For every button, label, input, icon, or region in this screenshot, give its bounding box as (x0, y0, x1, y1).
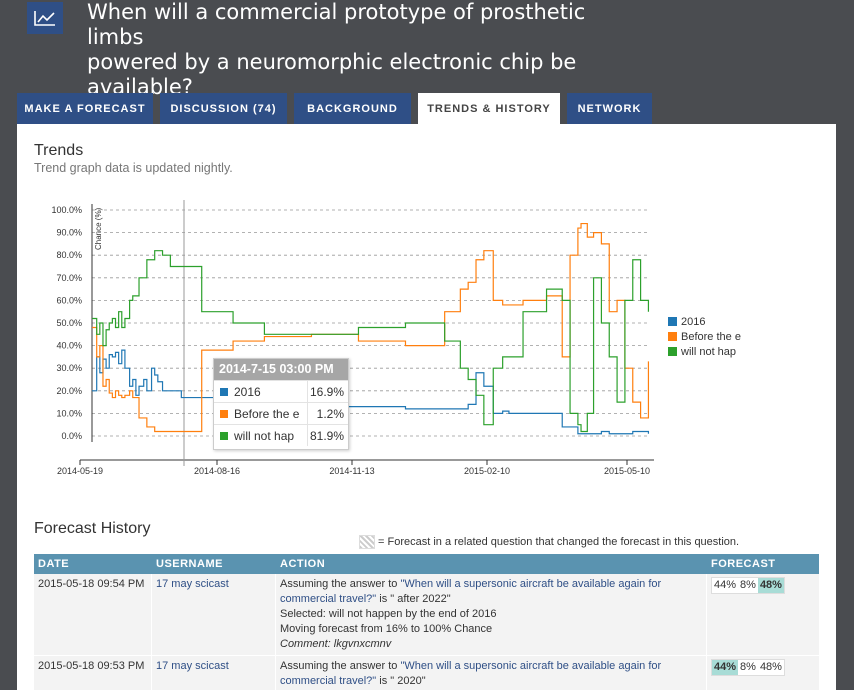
forecast-values: 44% 8% 48% (711, 577, 785, 594)
column-date: DATE (38, 558, 70, 570)
tab-network[interactable]: NETWORK (567, 93, 652, 124)
x-tick-label: 2014-05-19 (57, 466, 103, 476)
trend-chart-icon (27, 2, 63, 34)
tab-trends-history[interactable]: TRENDS & HISTORY (418, 93, 560, 124)
tooltip-series-name: Before the e (234, 406, 300, 421)
legend-item-2016[interactable]: 2016 (668, 314, 741, 329)
related-question-link[interactable]: "When will a supersonic aircraft be avai… (280, 578, 662, 605)
y-tick-label: 90.0% (56, 228, 82, 238)
row-action: Assuming the answer to "When will a supe… (276, 656, 707, 690)
x-tick-label: 2014-08-16 (194, 466, 240, 476)
legend-item-before[interactable]: Before the e (668, 329, 741, 344)
x-tick-label: 2015-02-10 (464, 466, 510, 476)
series-swatch (220, 387, 228, 396)
series-swatch (220, 431, 228, 440)
y-tick-label: 30.0% (56, 363, 82, 373)
legend-item-will-not[interactable]: will not hap (668, 344, 741, 359)
related-forecast-note: = Forecast in a related question that ch… (359, 535, 739, 549)
y-tick-label: 20.0% (56, 386, 82, 396)
tooltip-series-name: 2016 (234, 384, 261, 399)
row-forecast: 44% 8% 48% (707, 574, 819, 655)
related-question-link[interactable]: "When will a supersonic aircraft be avai… (280, 660, 662, 687)
trend-chart[interactable]: 100.0% 90.0% 80.0% 70.0% 60.0% 50.0% 40.0% 30.0… (17, 124, 836, 484)
legend-swatch (668, 317, 677, 326)
legend-swatch (668, 347, 677, 356)
hatch-pattern-icon (359, 535, 375, 549)
question-title: When will a commercial prototype of pros… (87, 0, 586, 99)
tooltip-value: 16.9% (309, 384, 344, 399)
table-header: DATE USERNAME ACTION FORECAST (34, 554, 819, 574)
trends-history-panel: Trends Trend graph data is updated night… (17, 124, 836, 690)
y-tick-label: 80.0% (56, 250, 82, 260)
row-date: 2015-05-18 09:54 PM (34, 574, 152, 655)
chart-tooltip: 2014-7-15 03:00 PM 2016 16.9% Before the… (213, 358, 349, 450)
y-tick-label: 10.0% (56, 408, 82, 418)
y-tick-label: 0.0% (61, 431, 82, 441)
y-tick-label: 40.0% (56, 341, 82, 351)
trends-heading: Trends (34, 142, 84, 159)
row-date: 2015-05-18 09:53 PM (34, 656, 152, 690)
tab-discussion[interactable]: DISCUSSION (74) (160, 93, 287, 124)
tooltip-value: 1.2% (316, 406, 344, 421)
series-swatch (220, 409, 228, 418)
question-tabs: MAKE A FORECAST DISCUSSION (74) BACKGROU… (17, 93, 659, 124)
forecast-values: 44% 8% 48% (711, 659, 785, 676)
column-username: USERNAME (156, 558, 223, 570)
tooltip-date: 2014-7-15 03:00 PM (214, 359, 348, 380)
row-forecast: 44% 8% 48% (707, 656, 819, 690)
legend-swatch (668, 332, 677, 341)
y-tick-label: 50.0% (56, 318, 82, 328)
column-action: ACTION (280, 558, 326, 570)
username-link[interactable]: 17 may scicast (156, 660, 229, 672)
series-line (92, 349, 650, 435)
y-axis-label: Chance (%) (94, 207, 103, 250)
table-row: 2015-05-18 09:54 PM 17 may scicast Assum… (34, 574, 819, 656)
x-tick-label: 2014-11-13 (329, 466, 374, 476)
x-tick-label: 2015-05-10 (604, 466, 650, 476)
tab-background[interactable]: BACKGROUND (294, 93, 411, 124)
table-row: 2015-05-18 09:53 PM 17 may scicast Assum… (34, 656, 819, 690)
y-tick-label: 100.0% (51, 205, 82, 215)
tab-make-a-forecast[interactable]: MAKE A FORECAST (17, 93, 153, 124)
column-forecast: FORECAST (711, 558, 776, 570)
tooltip-row: Before the e 1.2% (214, 402, 348, 424)
row-action: Assuming the answer to "When will a supe… (276, 574, 707, 655)
username-link[interactable]: 17 may scicast (156, 578, 229, 590)
series-line (92, 250, 650, 433)
series-line (92, 222, 650, 433)
tooltip-series-name: will not hap (234, 428, 295, 443)
question-header: When will a commercial prototype of pros… (0, 0, 854, 124)
tooltip-value: 81.9% (309, 428, 344, 443)
tooltip-row: will not hap 81.9% (214, 424, 348, 446)
y-tick-label: 60.0% (56, 295, 82, 305)
tooltip-row: 2016 16.9% (214, 380, 348, 402)
forecast-history-table: DATE USERNAME ACTION FORECAST 2015-05-18… (34, 554, 819, 690)
trends-subtitle: Trend graph data is updated nightly. (34, 161, 233, 175)
chart-legend: 2016 Before the e will not hap (668, 314, 741, 359)
y-tick-label: 70.0% (56, 273, 82, 283)
forecast-history-heading: Forecast History (34, 520, 151, 537)
